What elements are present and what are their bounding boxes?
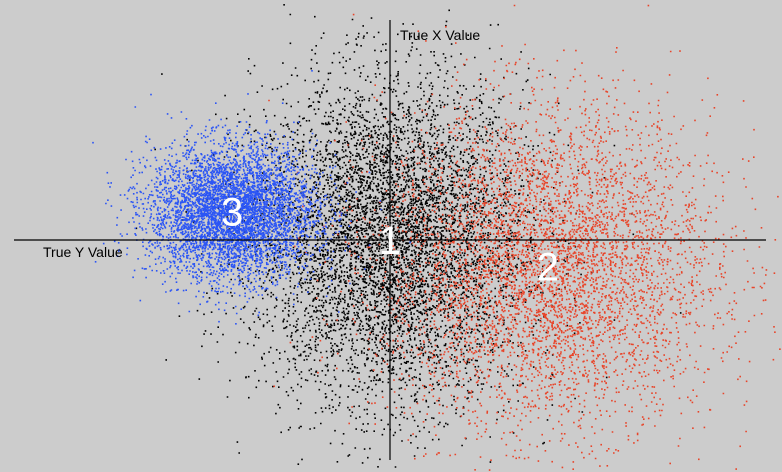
cluster-label-3: 3 (221, 190, 243, 234)
cluster-labels: 1 2 3 (221, 190, 559, 289)
series-3-points (92, 70, 411, 325)
series-1-points (135, 4, 682, 468)
scatter-point (92, 70, 411, 325)
y-axis-label: True X Value (400, 27, 480, 43)
scatter-point (135, 4, 682, 468)
x-axis-label: True Y Value (43, 244, 123, 260)
cluster-label-1: 1 (379, 219, 401, 263)
cluster-label-2: 2 (537, 245, 559, 289)
points-layer (92, 4, 781, 471)
